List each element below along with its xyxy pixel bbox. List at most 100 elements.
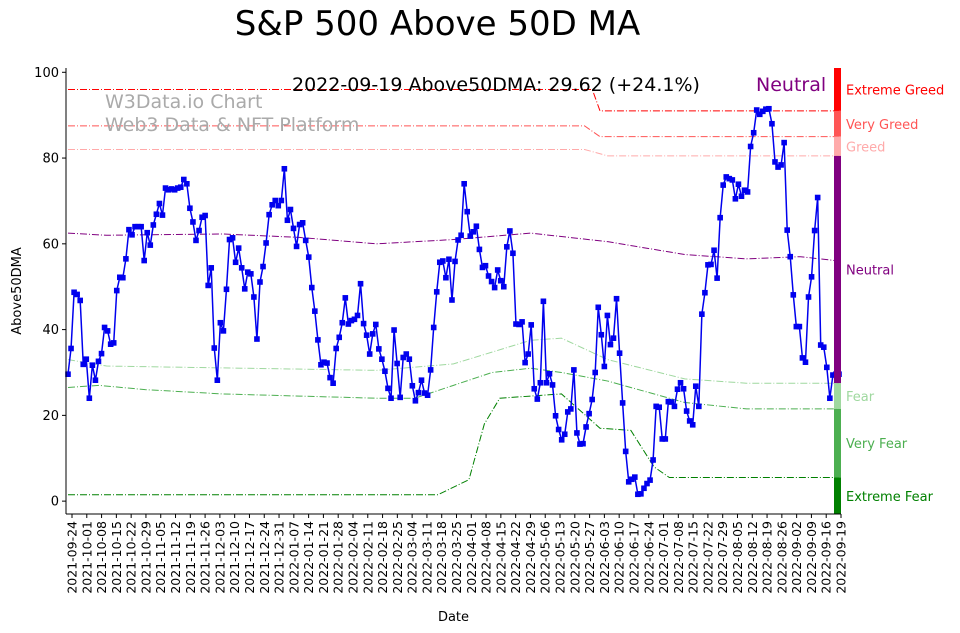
data-point [808, 274, 815, 280]
data-point [254, 336, 260, 342]
data-point [543, 379, 550, 386]
data-point [199, 214, 205, 221]
y-tick-label: 80 [42, 152, 59, 167]
x-tick-label: 2022-04-22 [508, 521, 523, 594]
x-tick-label: 2022-09-16 [819, 521, 834, 594]
x-tick-label: 2021-10-22 [124, 521, 139, 594]
data-point [519, 319, 525, 325]
data-point [750, 129, 757, 136]
band-label-greed: Greed [846, 140, 885, 155]
x-tick-label: 2022-03-18 [434, 521, 449, 594]
data-point [418, 377, 425, 383]
data-point [400, 354, 407, 361]
data-point [348, 317, 355, 324]
data-point [177, 184, 184, 191]
data-point [174, 185, 181, 191]
data-point [607, 341, 614, 348]
x-axis-label: Date [438, 610, 469, 625]
data-point [482, 262, 489, 269]
data-point [141, 257, 147, 264]
data-point [632, 474, 638, 480]
data-point [241, 286, 248, 292]
threshold-line-extreme-fear [68, 393, 839, 496]
x-tick-label: 2022-07-29 [715, 521, 730, 594]
data-point [781, 139, 787, 146]
x-tick-label: 2021-12-17 [242, 521, 257, 594]
data-point [485, 273, 492, 279]
x-tick-label: 2022-02-25 [390, 521, 405, 594]
x-tick-label: 2021-12-31 [272, 521, 287, 594]
data-point [406, 356, 413, 362]
data-point [464, 208, 471, 215]
data-point [674, 386, 681, 393]
data-point [568, 406, 574, 412]
data-point [394, 360, 400, 367]
data-point [443, 274, 449, 281]
data-point [610, 335, 617, 341]
data-point [376, 346, 382, 352]
data-point [647, 477, 653, 483]
x-tick-label: 2022-08-05 [730, 521, 745, 594]
data-point [677, 379, 684, 386]
x-tick-label: 2022-08-19 [760, 521, 775, 594]
x-tick-label: 2021-11-05 [153, 521, 168, 594]
band-label-extreme-greed: Extreme Greed [846, 83, 944, 98]
data-point [104, 328, 111, 334]
x-tick-label: 2022-08-26 [774, 521, 789, 594]
x-tick-label: 2021-12-10 [227, 521, 242, 594]
data-point [187, 205, 193, 212]
data-point [720, 182, 726, 188]
data-point [696, 403, 702, 410]
data-point [345, 321, 352, 327]
data-point [226, 236, 233, 243]
x-tick-label: 2022-06-03 [597, 521, 612, 594]
x-tick-label: 2022-06-10 [612, 521, 627, 594]
x-tick-label: 2022-04-29 [523, 521, 538, 594]
data-point [592, 369, 599, 376]
data-point [732, 195, 739, 202]
x-tick-label: 2021-10-15 [109, 521, 124, 594]
data-point [488, 278, 495, 285]
data-point [360, 320, 367, 327]
band-very-greed [834, 110, 841, 137]
data-point [491, 284, 498, 291]
data-point [287, 206, 294, 213]
data-point [165, 186, 172, 193]
data-point [702, 289, 708, 296]
band-greed [834, 136, 841, 156]
data-point [656, 404, 663, 411]
data-point [324, 360, 330, 366]
data-point [778, 162, 784, 168]
data-point [583, 424, 589, 430]
x-tick-label: 2022-07-01 [656, 521, 671, 594]
data-point [756, 111, 763, 118]
data-point [403, 351, 410, 357]
data-point [793, 323, 800, 330]
data-point [427, 367, 434, 373]
data-point [820, 344, 827, 350]
y-axis-label: Above50DMA [10, 247, 25, 335]
data-point [153, 211, 160, 218]
x-tick-label: 2022-01-28 [331, 521, 346, 594]
data-point [83, 356, 90, 362]
y-tick-label: 100 [34, 66, 59, 81]
data-point [293, 243, 300, 250]
data-point [129, 232, 135, 238]
data-point [531, 385, 538, 392]
band-very-fear [834, 408, 841, 478]
chart-title: S&P 500 Above 50D MA [234, 4, 641, 44]
data-point [561, 431, 568, 438]
x-tick-label: 2022-03-25 [449, 521, 464, 594]
data-point [799, 355, 806, 361]
band-label-very-fear: Very Fear [846, 437, 908, 452]
data-point [619, 400, 626, 406]
data-point [714, 275, 720, 281]
y-tick-label: 20 [42, 409, 59, 424]
x-tick-label: 2021-09-24 [65, 521, 80, 594]
data-point [564, 409, 571, 415]
data-point [144, 229, 151, 236]
data-point [391, 327, 397, 333]
data-point [363, 332, 370, 338]
y-tick-label: 40 [42, 323, 59, 338]
